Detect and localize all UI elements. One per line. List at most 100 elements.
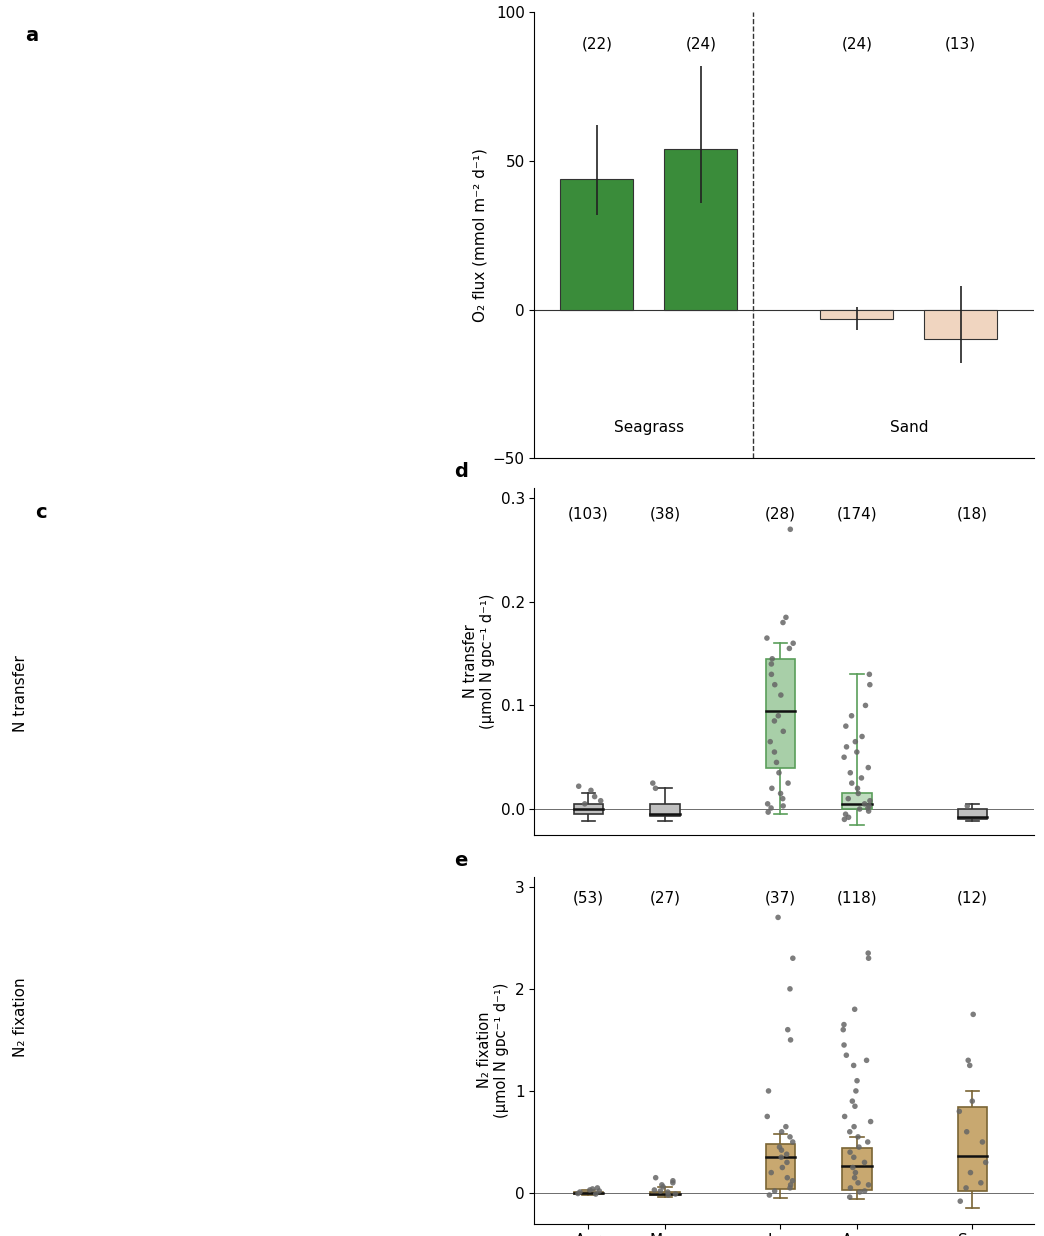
Text: (27): (27) bbox=[649, 891, 681, 906]
Point bbox=[760, 802, 777, 822]
Point bbox=[843, 1178, 859, 1198]
Text: (24): (24) bbox=[685, 36, 716, 51]
Point bbox=[847, 732, 863, 751]
Point bbox=[782, 519, 799, 539]
Point bbox=[583, 780, 599, 800]
Point bbox=[957, 1178, 974, 1198]
Point bbox=[766, 675, 783, 695]
Point bbox=[654, 1175, 670, 1195]
Text: (38): (38) bbox=[649, 507, 681, 522]
Point bbox=[665, 1170, 682, 1190]
Point bbox=[850, 1173, 867, 1193]
Point bbox=[847, 1096, 863, 1116]
Point bbox=[769, 706, 786, 726]
Point bbox=[856, 794, 873, 813]
Point bbox=[774, 1122, 790, 1142]
Point bbox=[782, 979, 799, 999]
Point bbox=[774, 1141, 790, 1161]
Point bbox=[965, 1005, 981, 1025]
Point bbox=[856, 1152, 873, 1172]
Point bbox=[835, 1015, 852, 1035]
FancyBboxPatch shape bbox=[957, 1107, 987, 1192]
Point bbox=[860, 758, 877, 777]
Point bbox=[848, 1082, 864, 1101]
Point bbox=[775, 722, 791, 742]
Point bbox=[647, 1168, 664, 1188]
Point bbox=[768, 753, 785, 772]
Point bbox=[763, 654, 780, 674]
Point bbox=[846, 1147, 862, 1167]
Point bbox=[773, 784, 789, 803]
Point bbox=[770, 763, 787, 782]
Point bbox=[847, 1163, 863, 1183]
Point bbox=[660, 1182, 677, 1201]
Text: (24): (24) bbox=[841, 36, 873, 51]
Point bbox=[838, 737, 855, 756]
Y-axis label: O₂ flux (mmol m⁻² d⁻¹): O₂ flux (mmol m⁻² d⁻¹) bbox=[472, 148, 488, 323]
Point bbox=[775, 613, 791, 633]
FancyBboxPatch shape bbox=[765, 659, 794, 768]
Point bbox=[851, 1137, 868, 1157]
Point bbox=[766, 1182, 783, 1201]
Point bbox=[759, 794, 776, 813]
Point bbox=[860, 948, 877, 968]
Text: N transfer: N transfer bbox=[13, 655, 28, 732]
Text: N₂ fixation: N₂ fixation bbox=[13, 978, 28, 1058]
Point bbox=[847, 1000, 863, 1020]
Point bbox=[759, 628, 776, 648]
Point bbox=[836, 810, 853, 829]
Bar bbox=[561, 179, 634, 310]
Point bbox=[652, 1182, 669, 1201]
Point bbox=[570, 776, 587, 796]
Text: b: b bbox=[445, 0, 458, 4]
Bar bbox=[664, 150, 737, 310]
FancyBboxPatch shape bbox=[843, 794, 872, 810]
FancyBboxPatch shape bbox=[573, 803, 602, 815]
Point bbox=[766, 742, 783, 761]
Point bbox=[859, 798, 876, 818]
Bar bbox=[924, 310, 997, 340]
Point bbox=[784, 1132, 801, 1152]
Point bbox=[857, 696, 874, 716]
FancyBboxPatch shape bbox=[573, 1192, 602, 1194]
Point bbox=[835, 1020, 852, 1039]
Text: (28): (28) bbox=[764, 507, 796, 522]
Point bbox=[964, 1091, 980, 1111]
Point bbox=[782, 1175, 799, 1195]
Point bbox=[853, 768, 870, 787]
Point bbox=[841, 1142, 858, 1162]
Point bbox=[592, 791, 609, 811]
Text: c: c bbox=[35, 503, 47, 522]
Point bbox=[769, 907, 786, 927]
Text: e: e bbox=[454, 850, 468, 870]
Point bbox=[862, 1111, 879, 1131]
Point bbox=[781, 639, 798, 659]
Point bbox=[582, 1180, 598, 1200]
Point bbox=[660, 1185, 677, 1205]
Point bbox=[571, 1182, 588, 1201]
Point bbox=[646, 1180, 663, 1200]
Point bbox=[779, 1145, 796, 1164]
Point bbox=[840, 807, 857, 827]
Point bbox=[588, 1184, 604, 1204]
Point bbox=[773, 1147, 789, 1167]
Point bbox=[576, 794, 593, 813]
Point bbox=[647, 779, 664, 798]
Text: (22): (22) bbox=[582, 36, 613, 51]
Text: (118): (118) bbox=[836, 891, 877, 906]
Point bbox=[763, 665, 780, 685]
Point bbox=[587, 786, 603, 806]
Point bbox=[759, 1106, 776, 1126]
Point bbox=[847, 1168, 863, 1188]
Point bbox=[774, 1158, 790, 1178]
Y-axis label: N₂ fixation
(μmol N gᴅᴄ⁻¹ d⁻¹): N₂ fixation (μmol N gᴅᴄ⁻¹ d⁻¹) bbox=[477, 983, 509, 1117]
Point bbox=[844, 706, 860, 726]
Bar bbox=[821, 310, 894, 319]
Point bbox=[838, 1046, 855, 1065]
Point bbox=[844, 774, 860, 794]
Point bbox=[763, 1163, 780, 1183]
Point bbox=[845, 1158, 861, 1178]
Point bbox=[837, 805, 854, 824]
Point bbox=[861, 675, 878, 695]
Point bbox=[836, 748, 853, 768]
